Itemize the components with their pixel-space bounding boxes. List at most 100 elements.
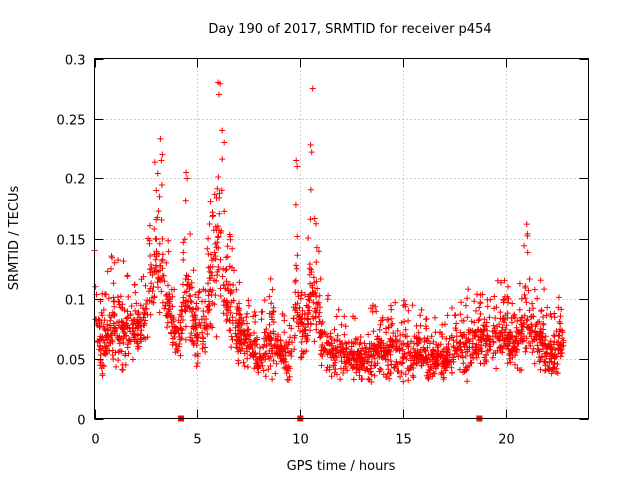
data-point — [180, 256, 187, 263]
data-point — [221, 208, 228, 215]
data-point — [294, 252, 301, 259]
data-point — [158, 217, 165, 223]
data-point — [110, 356, 117, 362]
data-point — [376, 326, 383, 333]
data-point — [165, 308, 172, 315]
data-point — [269, 376, 276, 383]
data-point — [507, 351, 514, 358]
data-point — [335, 306, 342, 313]
data-point — [159, 251, 166, 258]
data-point — [456, 366, 463, 373]
y-tick-label: 0.1 — [65, 294, 86, 309]
data-point — [293, 265, 300, 272]
data-point — [366, 359, 372, 366]
data-point — [150, 299, 157, 306]
data-point — [354, 355, 361, 362]
data-point — [301, 327, 308, 334]
data-point — [410, 345, 417, 352]
data-point — [147, 285, 154, 292]
data-point — [180, 239, 187, 246]
data-point — [305, 293, 312, 300]
data-point — [413, 351, 420, 358]
data-point — [555, 346, 562, 353]
data-point — [206, 298, 212, 305]
data-point — [135, 343, 142, 350]
data-point — [547, 338, 554, 345]
data-point — [473, 307, 479, 314]
data-point — [505, 283, 511, 290]
data-point — [558, 349, 564, 356]
data-point — [315, 248, 322, 255]
data-point — [521, 333, 527, 340]
data-point — [155, 208, 162, 215]
data-point — [209, 213, 216, 220]
data-point — [367, 368, 374, 375]
data-point — [108, 265, 114, 272]
data-point — [220, 282, 227, 289]
data-point — [464, 348, 471, 355]
data-point — [245, 302, 252, 309]
data-point — [120, 328, 127, 335]
data-point — [236, 344, 243, 351]
data-point — [553, 339, 560, 346]
data-point — [115, 357, 122, 364]
data-point — [344, 367, 351, 374]
data-point — [483, 336, 490, 343]
data-point — [97, 362, 104, 369]
data-point — [343, 346, 350, 353]
data-point — [140, 273, 147, 280]
data-point — [208, 269, 215, 276]
data-point — [110, 298, 117, 305]
y-tick-label: 0.25 — [57, 114, 86, 129]
data-point — [133, 300, 140, 307]
data-point — [245, 326, 252, 333]
data-point — [345, 356, 352, 363]
data-point — [101, 325, 108, 332]
data-point — [522, 295, 529, 302]
data-point — [506, 355, 513, 362]
data-point — [373, 308, 380, 315]
data-point — [429, 347, 436, 354]
data-point — [406, 350, 413, 357]
data-point — [283, 364, 290, 370]
data-point — [435, 342, 442, 349]
data-point — [228, 344, 235, 351]
data-point — [174, 325, 181, 332]
data-point — [437, 353, 444, 360]
data-point — [308, 269, 315, 275]
data-point — [504, 340, 511, 347]
data-point — [299, 320, 306, 327]
data-point — [185, 298, 192, 305]
data-point — [540, 342, 547, 349]
data-point — [431, 356, 438, 363]
data-point — [341, 351, 348, 358]
data-point — [182, 197, 189, 204]
data-point — [532, 328, 539, 335]
data-point — [236, 300, 242, 307]
data-point — [243, 314, 250, 321]
data-point — [300, 329, 307, 335]
data-point — [443, 344, 450, 351]
data-point — [466, 326, 472, 333]
data-point — [159, 235, 166, 242]
data-point — [392, 347, 399, 354]
data-point — [268, 347, 275, 354]
data-point — [247, 332, 254, 339]
data-point — [120, 258, 127, 265]
data-point — [424, 344, 431, 351]
data-point — [461, 343, 468, 350]
data-point — [522, 348, 529, 355]
data-point — [544, 344, 551, 351]
data-point — [195, 289, 202, 296]
data-point — [294, 233, 301, 240]
data-point — [341, 313, 348, 320]
data-point — [277, 355, 284, 362]
data-point — [491, 293, 498, 300]
data-point — [313, 307, 320, 313]
data-point — [357, 334, 364, 340]
data-point — [475, 351, 482, 358]
data-point — [158, 258, 165, 264]
data-point — [537, 328, 544, 335]
data-point — [101, 339, 108, 346]
data-point — [270, 308, 277, 315]
